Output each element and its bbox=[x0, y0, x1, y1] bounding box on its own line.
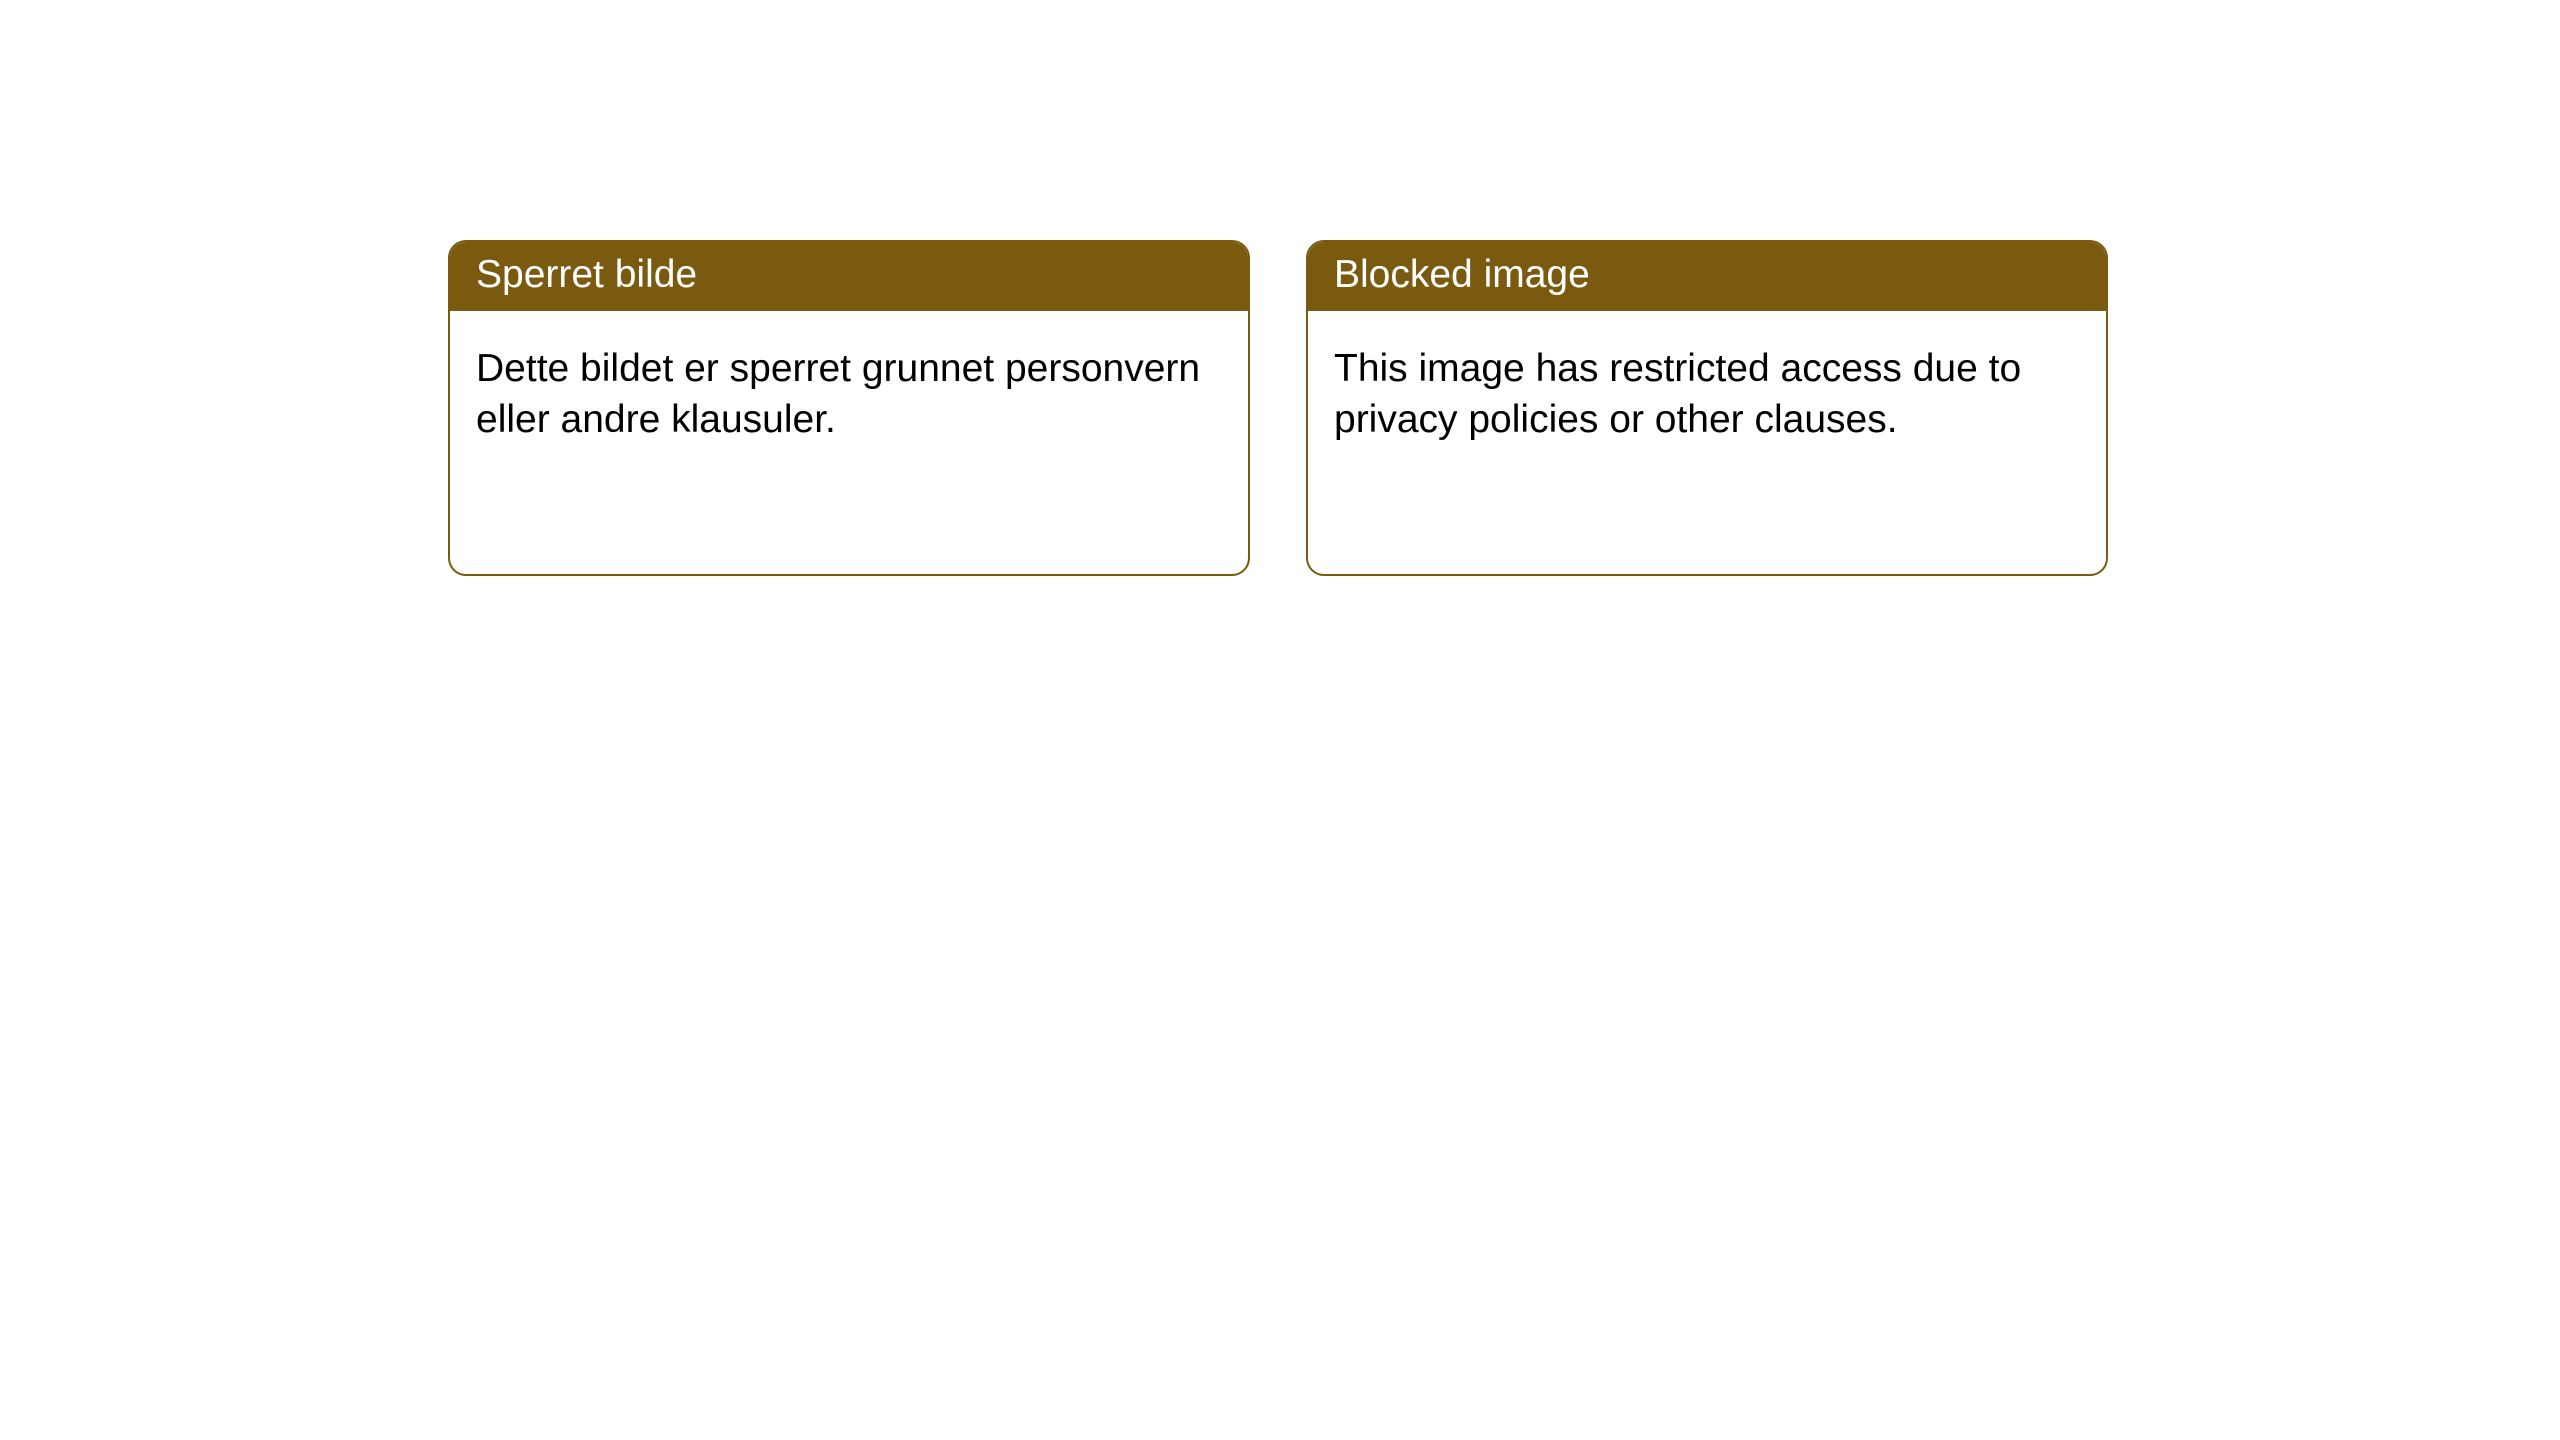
notice-card-body: Dette bildet er sperret grunnet personve… bbox=[450, 311, 1248, 478]
notice-card-english: Blocked image This image has restricted … bbox=[1306, 240, 2108, 576]
notice-cards-container: Sperret bilde Dette bildet er sperret gr… bbox=[448, 240, 2560, 576]
notice-card-body: This image has restricted access due to … bbox=[1308, 311, 2106, 478]
notice-card-norwegian: Sperret bilde Dette bildet er sperret gr… bbox=[448, 240, 1250, 576]
notice-card-title: Sperret bilde bbox=[450, 242, 1248, 311]
notice-card-title: Blocked image bbox=[1308, 242, 2106, 311]
